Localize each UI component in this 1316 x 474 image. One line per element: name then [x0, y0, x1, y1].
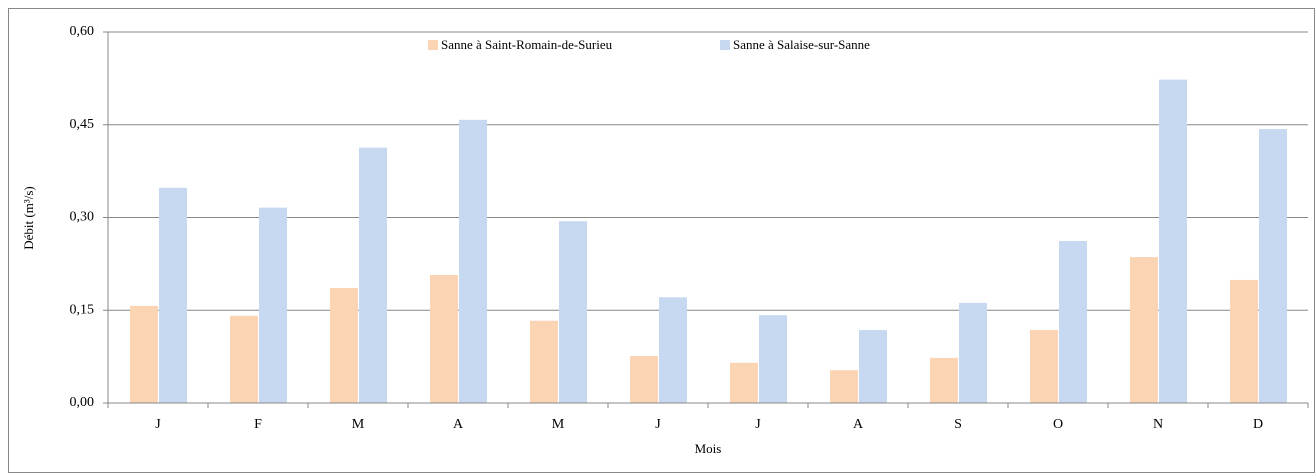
bar: [1130, 257, 1158, 403]
bar: [330, 287, 358, 403]
bar: [459, 119, 487, 403]
x-axis-label: Mois: [695, 441, 722, 456]
bar: [230, 315, 258, 403]
bar: [559, 221, 587, 403]
bar: [930, 357, 958, 403]
bar: [1230, 279, 1258, 403]
y-axis-label: Débit (m³/s): [21, 186, 36, 249]
x-tick-label: A: [453, 417, 464, 432]
x-tick-label: N: [1153, 417, 1163, 432]
bar: [1030, 330, 1058, 403]
bar: [659, 297, 687, 403]
x-tick-label: F: [254, 417, 262, 432]
x-tick-label: J: [655, 417, 661, 432]
x-tick-label: A: [853, 417, 864, 432]
x-tick-label: O: [1053, 417, 1063, 432]
bar: [730, 362, 758, 403]
x-tick-label: J: [755, 417, 761, 432]
bar: [959, 302, 987, 403]
y-tick-label: 0,45: [70, 117, 95, 132]
bar: [130, 305, 158, 403]
x-tick-label: S: [954, 417, 962, 432]
legend-swatch: [720, 40, 730, 50]
x-tick-label: M: [352, 417, 365, 432]
bar: [630, 356, 658, 403]
legend-swatch: [428, 40, 438, 50]
x-tick-label: D: [1253, 417, 1263, 432]
bar: [530, 320, 558, 403]
y-tick-label: 0,15: [70, 302, 95, 317]
bar: [859, 330, 887, 403]
bar: [359, 147, 387, 403]
x-tick-label: J: [155, 417, 161, 432]
bar: [259, 207, 287, 403]
y-tick-label: 0,60: [70, 24, 95, 39]
legend-label: Sanne à Salaise-sur-Sanne: [733, 37, 870, 52]
bar: [1059, 240, 1087, 403]
bar: [1259, 129, 1287, 403]
x-tick-label: M: [552, 417, 565, 432]
y-tick-label: 0,30: [70, 210, 95, 225]
bar: [159, 187, 187, 403]
bar: [430, 275, 458, 403]
bar: [759, 315, 787, 403]
bar: [830, 370, 858, 403]
y-tick-label: 0,00: [70, 395, 95, 410]
bar: [1159, 79, 1187, 403]
legend-label: Sanne à Saint-Romain-de-Surieu: [441, 37, 613, 52]
